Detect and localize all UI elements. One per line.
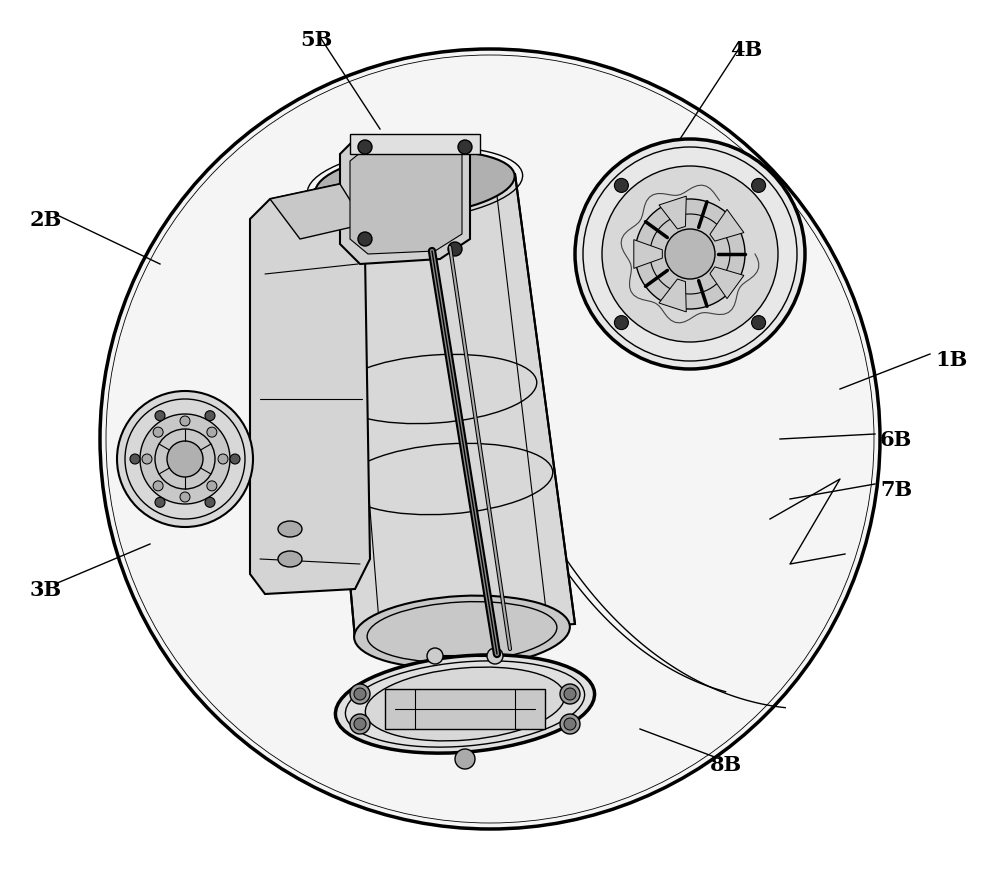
Polygon shape xyxy=(315,175,575,640)
Circle shape xyxy=(354,718,366,730)
Polygon shape xyxy=(659,197,686,229)
Circle shape xyxy=(564,718,576,730)
Circle shape xyxy=(205,411,215,421)
Ellipse shape xyxy=(335,655,595,753)
Ellipse shape xyxy=(315,152,515,218)
Polygon shape xyxy=(350,135,480,155)
Circle shape xyxy=(358,141,372,155)
Circle shape xyxy=(458,141,472,155)
Circle shape xyxy=(564,688,576,700)
Polygon shape xyxy=(710,210,744,242)
Circle shape xyxy=(155,498,165,507)
Text: 1B: 1B xyxy=(935,349,967,369)
Circle shape xyxy=(575,140,805,369)
Circle shape xyxy=(140,415,230,504)
Circle shape xyxy=(180,416,190,427)
Circle shape xyxy=(560,714,580,734)
Ellipse shape xyxy=(278,521,302,537)
Text: 4B: 4B xyxy=(730,40,762,60)
Circle shape xyxy=(117,392,253,527)
Ellipse shape xyxy=(365,667,565,741)
Polygon shape xyxy=(250,185,370,594)
Polygon shape xyxy=(659,280,686,313)
Circle shape xyxy=(752,179,766,193)
Polygon shape xyxy=(270,185,365,240)
Circle shape xyxy=(358,233,372,247)
Polygon shape xyxy=(710,268,744,299)
Circle shape xyxy=(142,454,152,464)
Circle shape xyxy=(230,454,240,464)
Polygon shape xyxy=(634,241,662,269)
Text: 3B: 3B xyxy=(30,580,62,600)
Circle shape xyxy=(207,481,217,491)
Circle shape xyxy=(167,441,203,477)
Circle shape xyxy=(350,684,370,704)
Polygon shape xyxy=(385,689,545,729)
Circle shape xyxy=(350,714,370,734)
Circle shape xyxy=(218,454,228,464)
Circle shape xyxy=(427,648,443,664)
Circle shape xyxy=(602,167,778,342)
Ellipse shape xyxy=(278,551,302,567)
Circle shape xyxy=(130,454,140,464)
Circle shape xyxy=(635,200,745,309)
Circle shape xyxy=(100,50,880,829)
Circle shape xyxy=(354,688,366,700)
Circle shape xyxy=(614,179,628,193)
Circle shape xyxy=(752,316,766,330)
Polygon shape xyxy=(350,149,462,255)
Circle shape xyxy=(665,229,715,280)
Circle shape xyxy=(153,428,163,438)
Circle shape xyxy=(155,411,165,421)
Text: 6B: 6B xyxy=(880,429,912,449)
Circle shape xyxy=(207,428,217,438)
Circle shape xyxy=(614,316,628,330)
Ellipse shape xyxy=(354,596,570,668)
Circle shape xyxy=(455,749,475,769)
Circle shape xyxy=(180,493,190,502)
Circle shape xyxy=(153,481,163,491)
Circle shape xyxy=(560,684,580,704)
Circle shape xyxy=(448,242,462,256)
Circle shape xyxy=(205,498,215,507)
Text: 5B: 5B xyxy=(300,30,332,50)
Text: 2B: 2B xyxy=(30,209,62,229)
Circle shape xyxy=(487,648,503,664)
Text: 7B: 7B xyxy=(880,480,912,500)
Polygon shape xyxy=(340,140,470,265)
Text: 8B: 8B xyxy=(710,754,742,774)
